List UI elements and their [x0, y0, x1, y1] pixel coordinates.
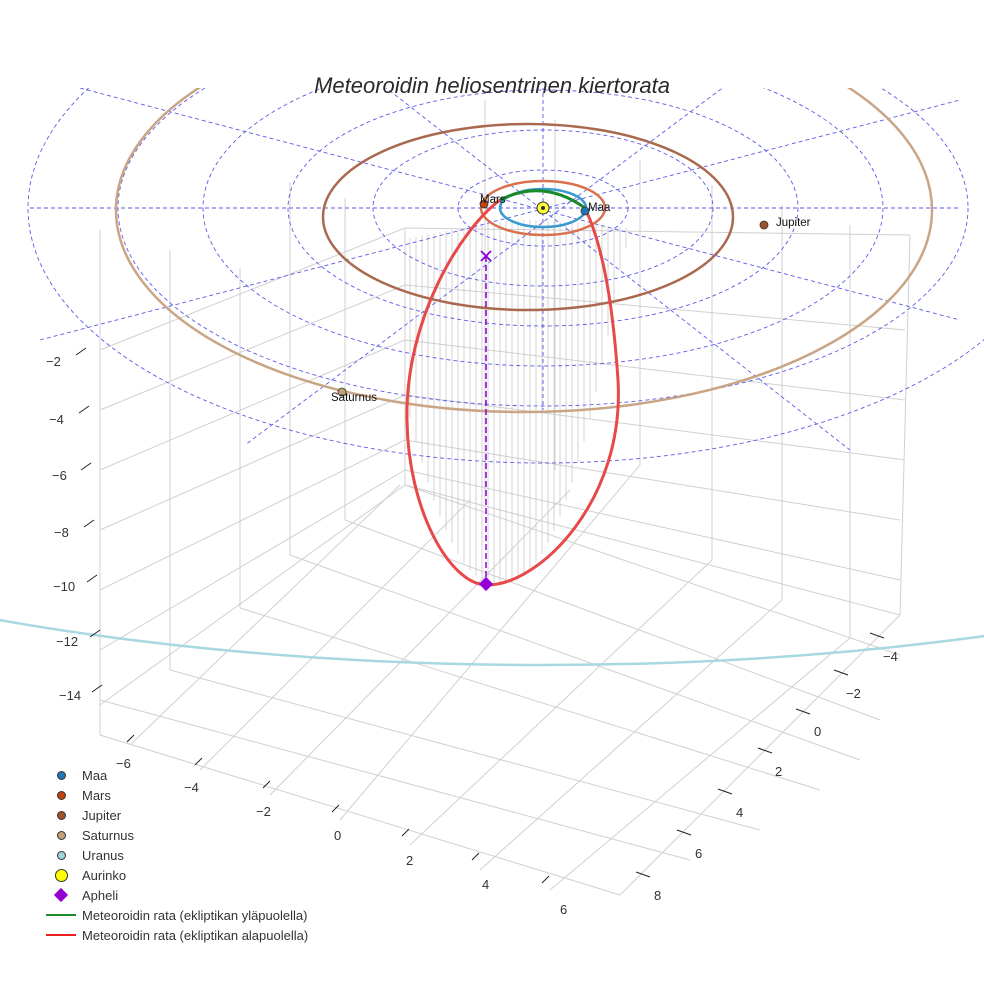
legend-item-apheli[interactable]: Apheli: [40, 885, 308, 905]
svg-text:−2: −2: [46, 354, 61, 369]
mars-label: Mars: [480, 194, 506, 206]
maa-dot-icon: [56, 770, 66, 780]
maa-marker: [580, 206, 590, 216]
mars-dot-icon: [56, 790, 66, 800]
aphelion-projection-x-icon: [480, 250, 492, 262]
svg-text:2: 2: [406, 853, 413, 868]
legend-item-maa[interactable]: Maa: [40, 765, 308, 785]
legend-item-uranus[interactable]: Uranus: [40, 845, 308, 865]
box-grid: [99, 100, 911, 896]
planet-labels: Mars Maa Jupiter Saturnus: [331, 194, 811, 404]
svg-text:−4: −4: [49, 412, 64, 427]
uranus-dot-icon: [56, 850, 66, 860]
mars-orbit: [479, 179, 607, 237]
jupiter-dot-icon: [56, 810, 66, 820]
aphelion-marker: [478, 576, 494, 592]
planets: [337, 199, 769, 592]
svg-text:−2: −2: [256, 804, 271, 819]
svg-text:−4: −4: [184, 780, 199, 795]
meteoroid-orbit-below: [405, 198, 620, 587]
svg-text:6: 6: [695, 846, 702, 861]
svg-text:4: 4: [482, 877, 489, 892]
svg-text:−10: −10: [53, 579, 75, 594]
svg-text:−8: −8: [54, 525, 69, 540]
red-line-icon: [46, 934, 76, 936]
green-line-icon: [46, 914, 76, 916]
saturnus-orbit: [114, 88, 934, 414]
svg-text:−4: −4: [883, 649, 898, 664]
legend-item-saturnus[interactable]: Saturnus: [40, 825, 308, 845]
maa-label: Maa: [588, 202, 611, 214]
z-axis: −2 −4 −6 −8 −10 −12 −14: [46, 347, 103, 703]
svg-text:6: 6: [560, 902, 567, 917]
svg-text:−2: −2: [846, 686, 861, 701]
orbit-projection-lines: [409, 220, 627, 585]
legend-item-orbit-above[interactable]: Meteoroidin rata (ekliptikan yläpuolella…: [40, 905, 308, 925]
planet-orbits: [0, 88, 984, 667]
saturnus-marker: [337, 387, 347, 397]
legend-item-orbit-below[interactable]: Meteoroidin rata (ekliptikan alapuolella…: [40, 925, 308, 945]
svg-text:−14: −14: [59, 688, 81, 703]
legend-item-mars[interactable]: Mars: [40, 785, 308, 805]
legend-item-jupiter[interactable]: Jupiter: [40, 805, 308, 825]
svg-text:4: 4: [736, 805, 743, 820]
saturnus-dot-icon: [56, 830, 66, 840]
apheli-diamond-icon: [53, 887, 69, 903]
aphelion-projection: [480, 250, 492, 583]
chart-title: Meteoroidin heliosentrinen kiertorata: [314, 73, 670, 98]
ecliptic-polar-grid: [27, 88, 984, 464]
uranus-orbit: [0, 618, 984, 667]
legend-item-aurinko[interactable]: Aurinko: [40, 865, 308, 885]
meteoroid-orbit-above: [499, 189, 586, 210]
meteoroid-orbit[interactable]: [405, 189, 620, 587]
mars-marker: [479, 199, 489, 209]
svg-text:0: 0: [814, 724, 821, 739]
jupiter-marker: [759, 220, 769, 230]
legend: Maa Mars Jupiter Saturnus Uranus Aurinko…: [40, 765, 308, 945]
svg-text:8: 8: [654, 888, 661, 903]
svg-text:2: 2: [775, 764, 782, 779]
jupiter-label: Jupiter: [776, 217, 811, 229]
y-axis: −4 −2 0 2 4 6 8: [635, 632, 898, 903]
svg-text:−6: −6: [52, 468, 67, 483]
jupiter-orbit: [321, 122, 735, 312]
saturnus-label: Saturnus: [331, 392, 377, 404]
x-axis: −6 −4 −2 0 2 4 6: [116, 734, 567, 917]
svg-text:−12: −12: [56, 634, 78, 649]
aurinko-dot-icon: [54, 868, 68, 882]
svg-text:0: 0: [334, 828, 341, 843]
svg-text:−6: −6: [116, 756, 131, 771]
